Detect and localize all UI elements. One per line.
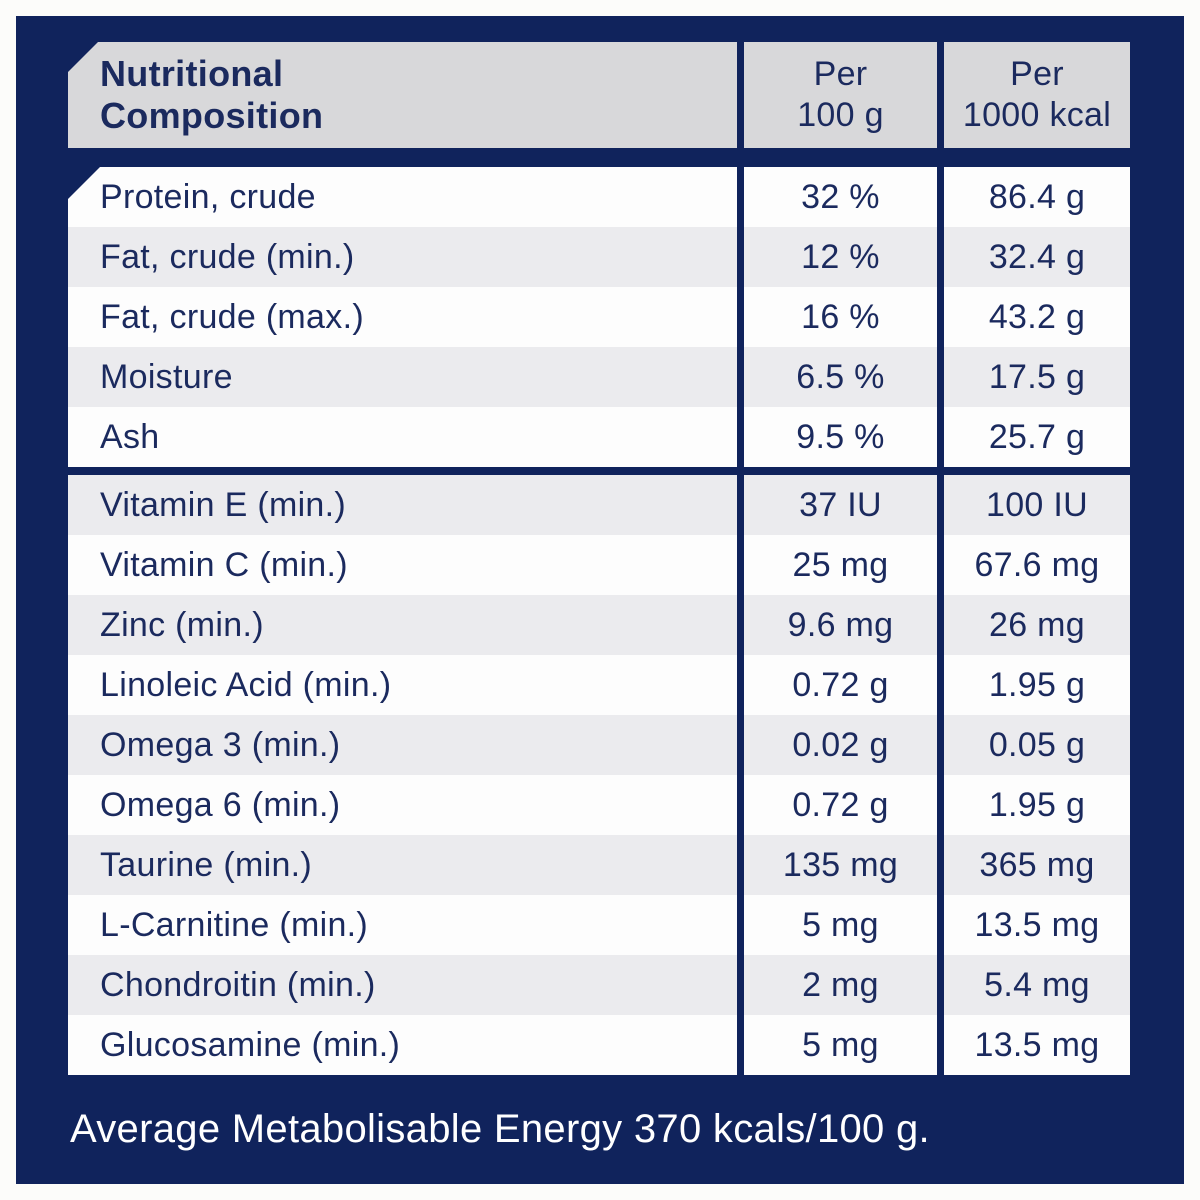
row-value-per-100g: 32 % — [744, 167, 937, 227]
table-row: Fat, crude (min.) 12 % 32.4 g — [68, 227, 1130, 287]
row-value-per-1000kcal: 26 mg — [944, 595, 1130, 655]
row-value-per-100g: 2 mg — [744, 955, 937, 1015]
table-title: Nutritional Composition — [68, 42, 737, 148]
row-value-per-1000kcal: 13.5 mg — [944, 1015, 1130, 1075]
row-value-per-100g: 16 % — [744, 287, 937, 347]
table-row: Vitamin C (min.) 25 mg 67.6 mg — [68, 535, 1130, 595]
row-value-per-1000kcal: 67.6 mg — [944, 535, 1130, 595]
row-value-per-1000kcal: 0.05 g — [944, 715, 1130, 775]
row-value-per-1000kcal: 25.7 g — [944, 407, 1130, 467]
energy-footnote-text: Average Metabolisable Energy 370 kcals/1… — [70, 1107, 930, 1151]
row-value-per-100g: 37 IU — [744, 475, 937, 535]
row-value-per-1000kcal: 5.4 mg — [944, 955, 1130, 1015]
row-value-per-100g: 0.02 g — [744, 715, 937, 775]
row-label: Zinc (min.) — [68, 595, 737, 655]
section-divider — [68, 467, 1130, 475]
table-row: Glucosamine (min.) 5 mg 13.5 mg — [68, 1015, 1130, 1075]
row-value-per-1000kcal: 32.4 g — [944, 227, 1130, 287]
table-row: L-Carnitine (min.) 5 mg 13.5 mg — [68, 895, 1130, 955]
row-label: Omega 3 (min.) — [68, 715, 737, 775]
row-value-per-1000kcal: 13.5 mg — [944, 895, 1130, 955]
row-value-per-1000kcal: 365 mg — [944, 835, 1130, 895]
column-header-per-1000kcal-line2: 1000 kcal — [962, 96, 1112, 134]
row-value-per-100g: 6.5 % — [744, 347, 937, 407]
table-title-line2: Composition — [100, 95, 324, 136]
table-row: Fat, crude (max.) 16 % 43.2 g — [68, 287, 1130, 347]
row-label: Ash — [68, 407, 737, 467]
nutrition-table: Nutritional Composition Per 100 g Per 10… — [68, 42, 1130, 1075]
row-value-per-1000kcal: 1.95 g — [944, 655, 1130, 715]
row-label: Fat, crude (max.) — [68, 287, 737, 347]
column-header-per-1000kcal: Per 1000 kcal — [944, 42, 1130, 148]
row-value-per-100g: 0.72 g — [744, 775, 937, 835]
row-label: Protein, crude — [68, 167, 737, 227]
table-row: Zinc (min.) 9.6 mg 26 mg — [68, 595, 1130, 655]
row-value-per-100g: 9.6 mg — [744, 595, 937, 655]
column-header-per-100g-line2: 100 g — [797, 96, 884, 134]
table-row: Taurine (min.) 135 mg 365 mg — [68, 835, 1130, 895]
row-value-per-1000kcal: 100 IU — [944, 475, 1130, 535]
row-value-per-100g: 5 mg — [744, 1015, 937, 1075]
energy-footer: Average Metabolisable Energy 370 kcals/1… — [70, 1075, 1130, 1184]
row-label: Glucosamine (min.) — [68, 1015, 737, 1075]
row-label: Fat, crude (min.) — [68, 227, 737, 287]
row-value-per-100g: 9.5 % — [744, 407, 937, 467]
table-row: Omega 6 (min.) 0.72 g 1.95 g — [68, 775, 1130, 835]
row-value-per-100g: 25 mg — [744, 535, 937, 595]
column-header-per-1000kcal-line1: Per — [1010, 55, 1064, 94]
row-value-per-1000kcal: 86.4 g — [944, 167, 1130, 227]
row-label: Moisture — [68, 347, 737, 407]
row-label: Vitamin C (min.) — [68, 535, 737, 595]
nutrition-panel: Nutritional Composition Per 100 g Per 10… — [16, 16, 1184, 1184]
table-row: Moisture 6.5 % 17.5 g — [68, 347, 1130, 407]
table-row: Vitamin E (min.) 37 IU 100 IU — [68, 475, 1130, 535]
column-header-per-100g-line1: Per — [813, 55, 868, 94]
row-value-per-100g: 5 mg — [744, 895, 937, 955]
row-value-per-100g: 0.72 g — [744, 655, 937, 715]
table-header-row: Nutritional Composition Per 100 g Per 10… — [68, 42, 1130, 148]
row-label: Linoleic Acid (min.) — [68, 655, 737, 715]
table-row: Chondroitin (min.) 2 mg 5.4 mg — [68, 955, 1130, 1015]
row-value-per-1000kcal: 17.5 g — [944, 347, 1130, 407]
column-header-per-100g: Per 100 g — [744, 42, 937, 148]
table-row: Linoleic Acid (min.) 0.72 g 1.95 g — [68, 655, 1130, 715]
row-value-per-1000kcal: 43.2 g — [944, 287, 1130, 347]
table-row: Omega 3 (min.) 0.02 g 0.05 g — [68, 715, 1130, 775]
row-label: L-Carnitine (min.) — [68, 895, 737, 955]
row-value-per-1000kcal: 1.95 g — [944, 775, 1130, 835]
row-label: Vitamin E (min.) — [68, 475, 737, 535]
table-title-line1: Nutritional — [100, 52, 284, 94]
row-label: Chondroitin (min.) — [68, 955, 737, 1015]
row-value-per-100g: 135 mg — [744, 835, 937, 895]
table-row: Ash 9.5 % 25.7 g — [68, 407, 1130, 467]
table-body: Protein, crude 32 % 86.4 g Fat, crude (m… — [68, 167, 1130, 1075]
row-value-per-100g: 12 % — [744, 227, 937, 287]
row-label: Taurine (min.) — [68, 835, 737, 895]
table-row: Protein, crude 32 % 86.4 g — [68, 167, 1130, 227]
row-label: Omega 6 (min.) — [68, 775, 737, 835]
